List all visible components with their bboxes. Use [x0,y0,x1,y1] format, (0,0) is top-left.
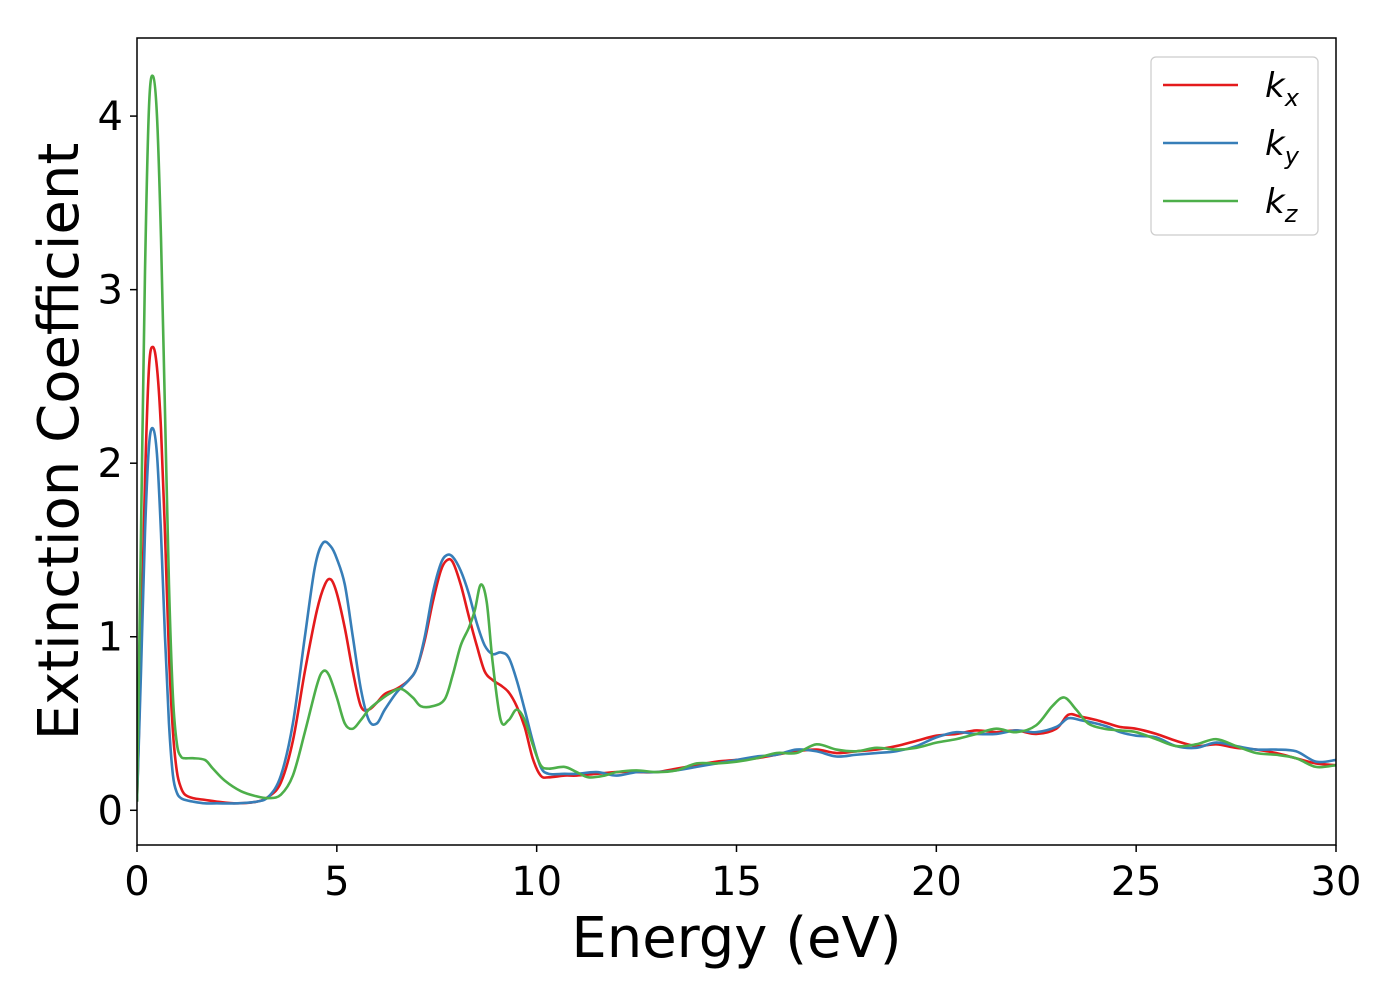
legend-item-kz: kz [1163,182,1299,228]
y-tick-label: 1 [98,615,123,661]
series-line-kx [137,345,1336,805]
y-tick-label: 4 [98,94,123,140]
legend-label-main: k [1265,66,1286,106]
legend-label: ky [1265,124,1300,170]
plot-lines [137,74,1336,805]
y-axis: 0 1 2 3 4 [98,94,137,834]
legend-label: kz [1265,182,1299,228]
legend-label-main: k [1265,182,1286,222]
legend-label-subscript: z [1284,200,1299,228]
y-tick-label: 2 [98,441,123,487]
y-tick-label: 0 [98,788,123,834]
x-tick-label: 15 [711,859,762,905]
series-line-ky [137,426,1336,805]
legend-label: kx [1265,66,1300,112]
x-tick-label: 20 [911,859,962,905]
x-tick-label: 30 [1311,859,1362,905]
x-axis-title: Energy (eV) [571,906,901,971]
series-line-kz [137,74,1336,802]
x-tick-label: 10 [511,859,562,905]
x-axis: 0 5 10 15 20 25 30 [124,845,1361,905]
legend-label-subscript: x [1284,84,1300,112]
legend-label-subscript: y [1284,142,1300,170]
x-tick-label: 25 [1111,859,1162,905]
legend-box [1150,56,1319,236]
legend-item-kx: kx [1163,66,1300,112]
x-tick-label: 0 [124,859,149,905]
y-axis-title: Extinction Coefficient [27,143,92,741]
x-tick-label: 5 [324,859,349,905]
legend-label-main: k [1265,124,1286,164]
y-tick-label: 3 [98,268,123,314]
legend-item-ky: ky [1163,124,1300,170]
